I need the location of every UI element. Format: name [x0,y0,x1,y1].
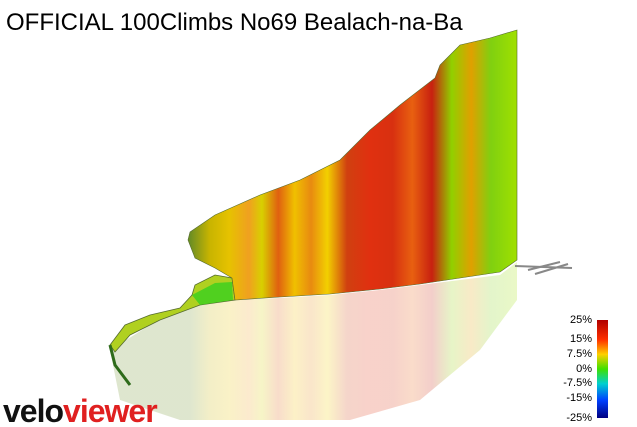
logo-velo: velo [3,393,63,427]
legend-label: 7.5% [567,348,592,360]
legend-label: -25% [566,412,592,424]
reflection [110,262,517,420]
profile-ribbon [108,344,132,386]
legend-label: 25% [570,314,592,326]
legend-label: 15% [570,333,592,345]
profile-wall-green [192,282,233,305]
logo-viewer: viewer [63,393,157,427]
north-arrow [514,261,573,275]
logo: veloviewer [3,393,157,427]
title: OFFICIAL 100Climbs No69 Bealach-na-Ba [6,9,463,36]
legend-label: 0% [576,363,592,375]
legend-label: -7.5% [563,377,592,389]
legend-label: -15% [566,392,592,404]
gradient-legend: 25% 15% 7.5% 0% -7.5% -15% -25% [563,314,592,424]
gradient-scale [597,320,608,418]
profile-wall [187,29,518,301]
